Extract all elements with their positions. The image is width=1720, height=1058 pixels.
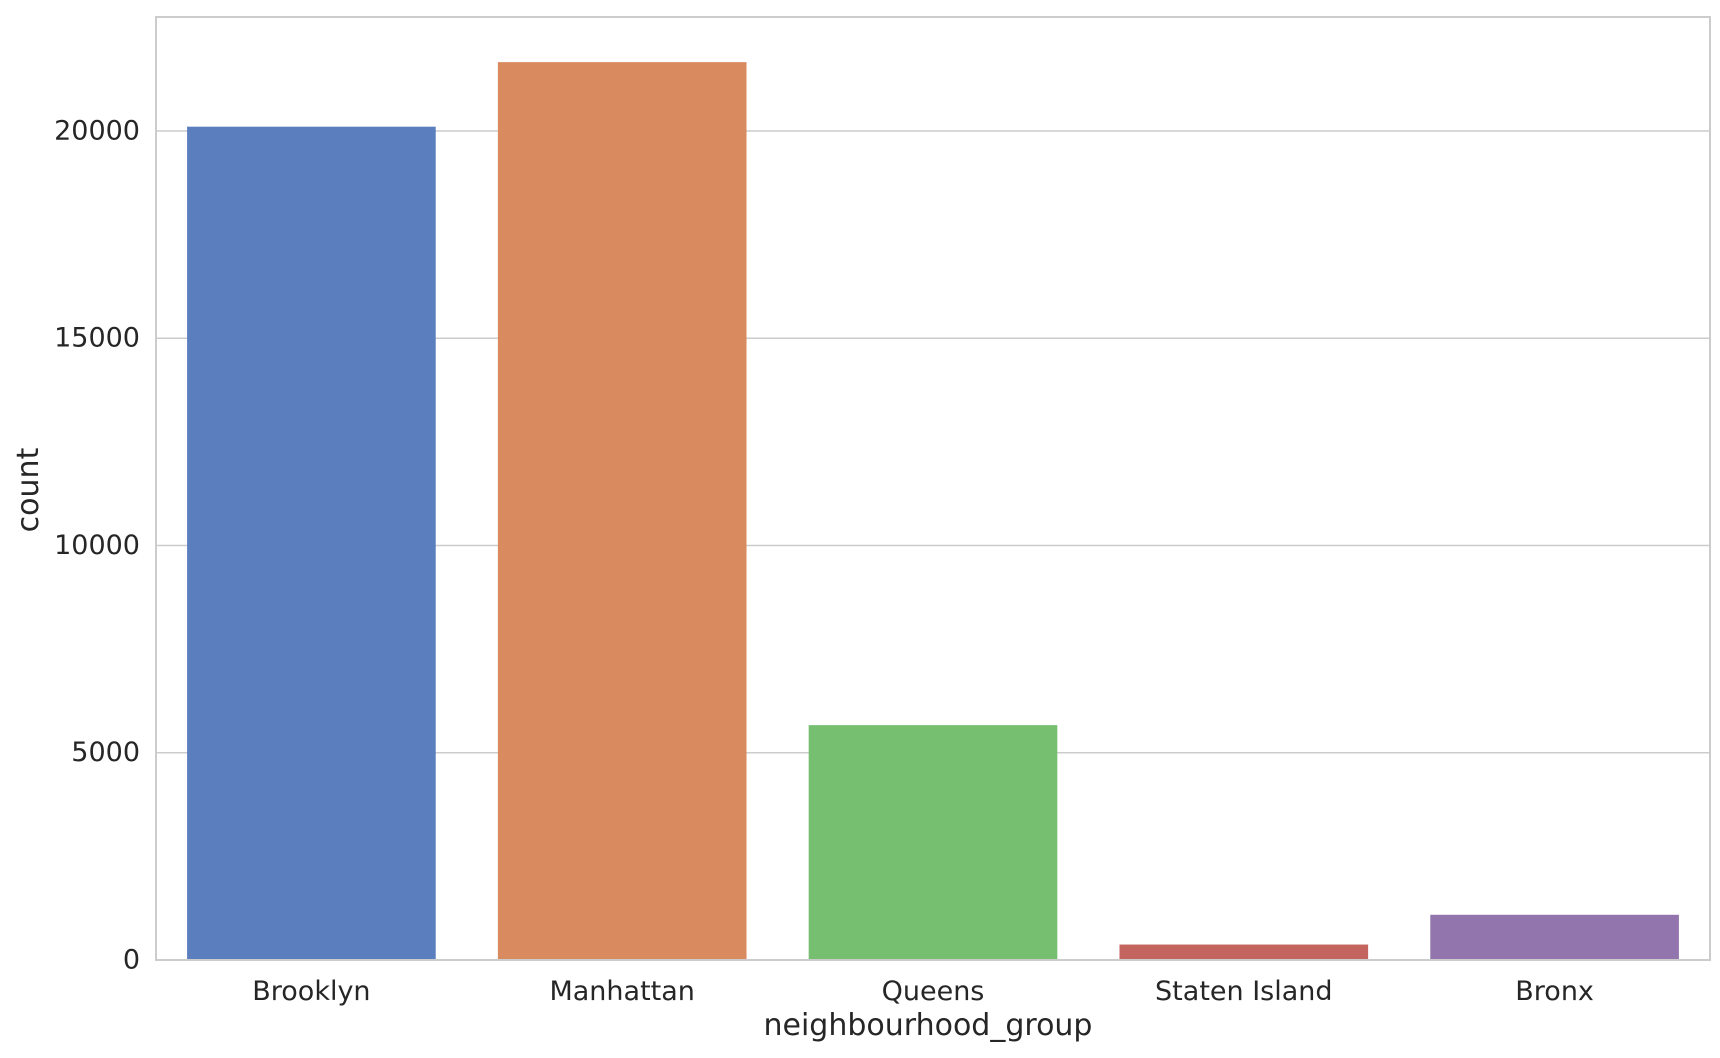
y-axis-label: count [11, 447, 46, 532]
bar-staten-island [1119, 944, 1369, 960]
y-tick-label: 20000 [54, 115, 140, 146]
y-tick-label: 5000 [71, 737, 140, 768]
y-tick-label: 15000 [54, 323, 140, 354]
y-tick-labels: 0 5000 10000 15000 20000 [54, 115, 140, 975]
y-tick-label: 10000 [54, 530, 140, 561]
bar-queens [808, 725, 1058, 960]
plot-frame [155, 16, 1711, 961]
bar-bronx [1430, 914, 1679, 960]
bars [187, 62, 1679, 960]
bar-manhattan [497, 62, 747, 960]
bar-brooklyn [187, 126, 436, 960]
x-tick-label: Manhattan [549, 976, 694, 1007]
x-tick-label: Queens [882, 976, 985, 1007]
y-tick-label: 0 [123, 945, 140, 976]
x-tick-label: Brooklyn [252, 976, 370, 1007]
x-tick-label: Staten Island [1155, 976, 1333, 1007]
x-tick-labels: Brooklyn Manhattan Queens Staten Island Bron… [252, 976, 1594, 1007]
x-tick-label: Bronx [1515, 976, 1594, 1007]
x-axis-label: neighbourhood_group [764, 1008, 1093, 1043]
